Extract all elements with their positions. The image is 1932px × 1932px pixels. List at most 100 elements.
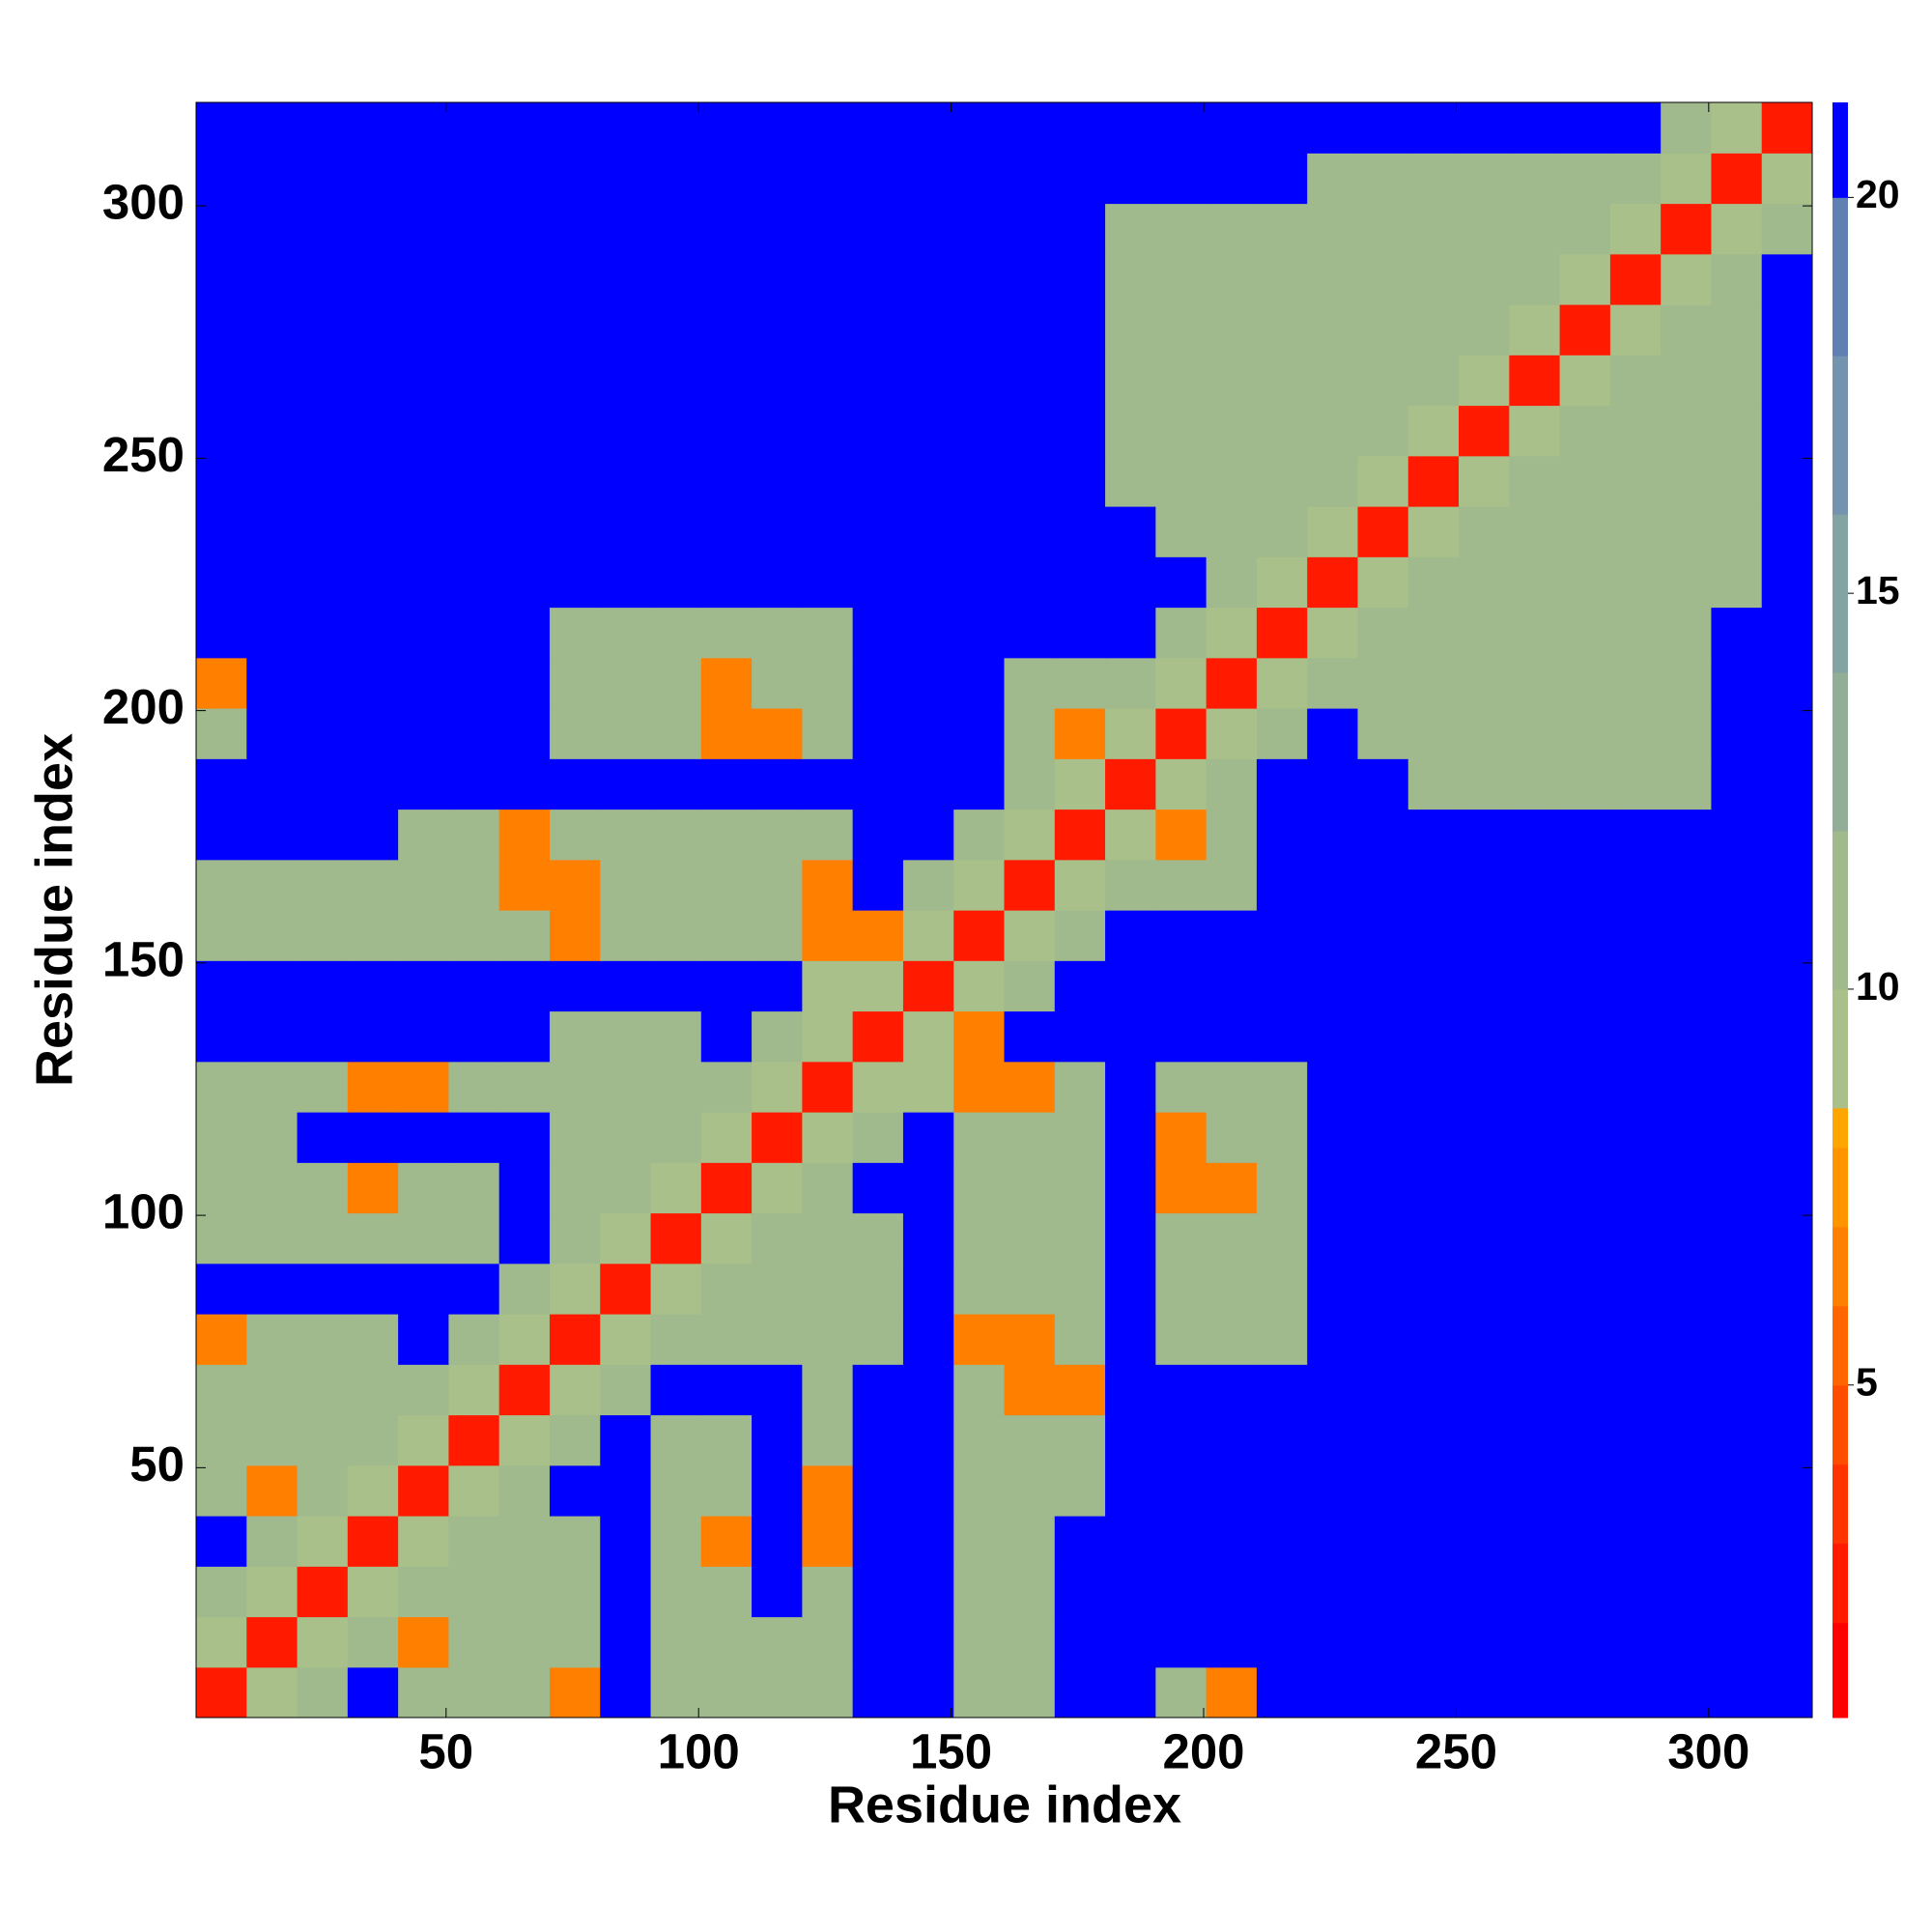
- cell: [1256, 556, 1308, 609]
- cell: [1711, 1162, 1763, 1214]
- cell: [1307, 1010, 1359, 1063]
- cell: [1661, 1666, 1713, 1718]
- cell: [852, 910, 904, 961]
- y-tick-label: 250: [102, 427, 185, 482]
- y-axis-label: Residue index: [25, 733, 83, 1087]
- cell: [1407, 1566, 1460, 1618]
- cell: [1559, 102, 1611, 154]
- cell: [448, 355, 500, 407]
- cell: [398, 1162, 450, 1214]
- cell: [196, 1516, 247, 1567]
- cell: [953, 1162, 1006, 1214]
- cell: [1407, 506, 1460, 557]
- cell: [1711, 1112, 1763, 1163]
- cell: [953, 556, 1006, 609]
- cell: [448, 1112, 500, 1163]
- cell: [902, 203, 954, 255]
- cell: [1004, 1314, 1056, 1365]
- cell: [1054, 809, 1106, 861]
- cell: [1407, 556, 1460, 609]
- cell: [953, 203, 1006, 255]
- cell: [1206, 355, 1258, 407]
- cell: [1509, 506, 1561, 557]
- cell: [1407, 1464, 1460, 1517]
- cell: [1256, 708, 1308, 759]
- cell: [1155, 1464, 1208, 1517]
- cell: [1307, 758, 1359, 810]
- cell: [549, 1212, 601, 1264]
- cell: [347, 607, 399, 659]
- cell: [600, 1364, 652, 1416]
- cell: [1357, 1010, 1409, 1063]
- cell: [1609, 1263, 1662, 1315]
- cell: [1004, 1061, 1056, 1113]
- cell: [1609, 1010, 1662, 1063]
- cell: [802, 1263, 854, 1315]
- cell: [1761, 859, 1812, 911]
- colorbar-segment: [1833, 1305, 1848, 1386]
- cell: [700, 203, 753, 255]
- cell: [1711, 960, 1763, 1012]
- cell: [1761, 253, 1812, 305]
- cell: [1004, 1263, 1056, 1315]
- cell: [650, 1212, 702, 1264]
- cell: [700, 657, 753, 709]
- cell: [1559, 1414, 1611, 1466]
- cell: [1459, 506, 1510, 557]
- cell: [1105, 556, 1156, 609]
- cell: [700, 253, 753, 305]
- cell: [650, 960, 702, 1012]
- cell: [1307, 960, 1359, 1012]
- cell: [1155, 1666, 1208, 1718]
- cell: [1407, 1414, 1460, 1466]
- cell: [196, 1162, 247, 1214]
- cell: [1661, 758, 1713, 810]
- cell: [1761, 1162, 1812, 1214]
- cell: [1761, 1061, 1812, 1113]
- cell: [1105, 607, 1156, 659]
- cell: [1155, 102, 1208, 154]
- cell: [600, 960, 652, 1012]
- cell: [1206, 506, 1258, 557]
- cell: [700, 1314, 753, 1365]
- cell: [1105, 1616, 1156, 1668]
- cell: [1609, 203, 1662, 255]
- cell: [1105, 304, 1156, 355]
- cell: [953, 758, 1006, 810]
- cell: [953, 1314, 1006, 1365]
- cell: [347, 1464, 399, 1517]
- cell: [650, 1414, 702, 1466]
- cell: [700, 455, 753, 507]
- cell: [1004, 1516, 1056, 1567]
- cell: [953, 607, 1006, 659]
- cell: [1509, 1212, 1561, 1264]
- cell: [1206, 657, 1258, 709]
- cell: [1105, 203, 1156, 255]
- cell: [802, 556, 854, 609]
- cell: [196, 455, 247, 507]
- cell: [600, 1414, 652, 1466]
- cell: [650, 607, 702, 659]
- cell: [1761, 153, 1812, 205]
- colorbar-segment: [1833, 1463, 1848, 1545]
- cell: [1509, 405, 1561, 457]
- cell: [1155, 910, 1208, 961]
- cell: [752, 607, 803, 659]
- cell: [498, 355, 551, 407]
- colorbar: 5 10 15 20: [1833, 102, 1900, 1719]
- cell: [1256, 153, 1308, 205]
- cell: [1357, 153, 1409, 205]
- y-tick-label: 50: [129, 1436, 185, 1492]
- cell: [498, 1516, 551, 1567]
- colorbar-segment: [1833, 1147, 1848, 1228]
- cell: [398, 1666, 450, 1718]
- cell: [1256, 1162, 1308, 1214]
- cell: [297, 657, 349, 709]
- cell: [1357, 1666, 1409, 1718]
- cell: [1155, 355, 1208, 407]
- cell: [1407, 1314, 1460, 1365]
- cell: [1256, 910, 1308, 961]
- cell: [953, 1364, 1006, 1416]
- cell: [752, 1516, 803, 1567]
- colorbar-segment: [1833, 1226, 1848, 1307]
